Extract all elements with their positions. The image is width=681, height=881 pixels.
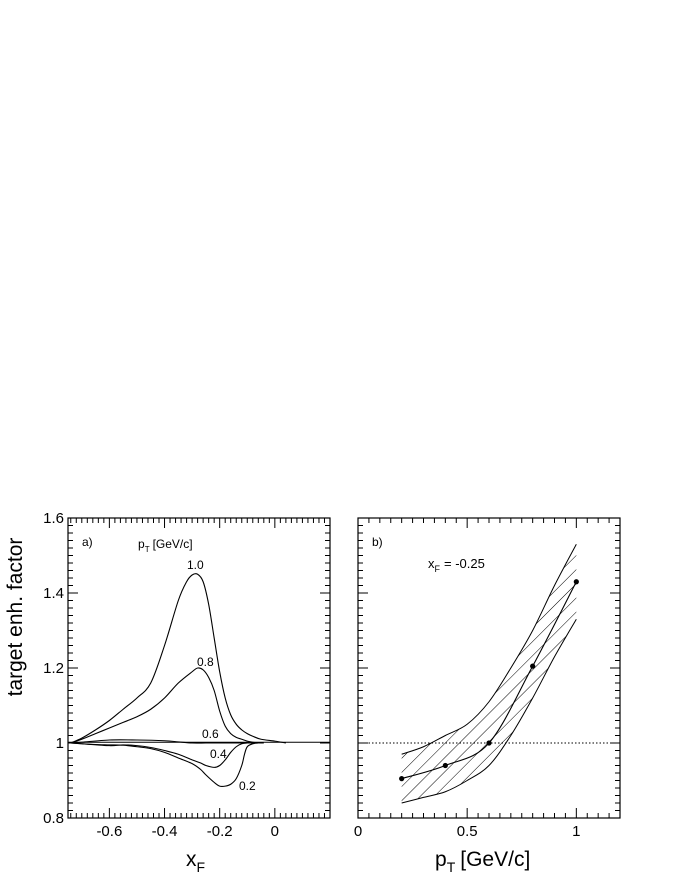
data-point — [442, 762, 448, 769]
x-tick-label-a: -0.4 — [152, 823, 178, 840]
legend-title-sub: T — [145, 545, 150, 554]
curve-label-0.6: 0.6 — [202, 727, 219, 741]
legend-title: pT [GeV/c] — [138, 537, 193, 554]
x-tick-label-a: -0.6 — [96, 823, 122, 840]
data-point — [573, 579, 579, 585]
curve-pt-0.4 — [70, 742, 259, 768]
panel-b-label: b) — [372, 535, 383, 549]
panel-b-frame — [357, 517, 621, 819]
x-axis-title-b-sub: T — [447, 859, 456, 875]
panel-a-ticks — [68, 517, 330, 819]
xf-annotation-value: = -0.25 — [444, 556, 485, 571]
panel-a-curves — [70, 573, 286, 788]
panel-a: 0.8 1 1.2 1.4 1.6 -0.6 -0.4 -0.2 0 a) pT [GeV/c]… — [43, 510, 331, 875]
band-upper-edge — [401, 544, 577, 755]
y-tick-label: 0.8 — [43, 810, 64, 827]
data-line — [401, 581, 577, 780]
x-tick-label-b: 0 — [354, 823, 362, 840]
panel-b: 0 0.5 1 b) xF = -0.25 pT [GeV/c] — [354, 517, 621, 875]
panel-b-ticks — [357, 517, 621, 819]
xf-annotation-x: x — [428, 556, 435, 571]
x-axis-title-a-main: x — [186, 848, 197, 871]
panel-a-x-tick-labels: -0.6 -0.4 -0.2 0 — [96, 823, 279, 840]
data-point — [399, 776, 405, 782]
y-tick-label: 1.4 — [43, 585, 64, 602]
curve-label-0.2: 0.2 — [239, 779, 256, 793]
legend-title-p: p — [138, 537, 145, 551]
uncertainty-band — [401, 544, 577, 803]
x-axis-title-b: pT [GeV/c] — [435, 848, 530, 875]
band-lower-edge — [401, 618, 577, 804]
xf-annotation: xF = -0.25 — [428, 556, 485, 574]
curve-label-0.8: 0.8 — [197, 655, 214, 669]
y-tick-label: 1.6 — [43, 510, 64, 527]
curve-label-1.0: 1.0 — [187, 558, 204, 572]
x-tick-label-b: 0.5 — [457, 823, 478, 840]
panel-b-plot — [358, 544, 620, 804]
y-axis-title: target enh. factor — [4, 538, 27, 697]
x-tick-label-a: -0.2 — [207, 823, 233, 840]
data-point — [486, 740, 492, 746]
x-axis-title-b-unit: [GeV/c] — [460, 848, 530, 871]
data-point — [530, 663, 536, 669]
panel-b-x-tick-labels: 0 0.5 1 — [354, 823, 581, 840]
xf-annotation-sub: F — [435, 564, 441, 574]
x-axis-title-a-sub: F — [197, 859, 206, 875]
y-tick-labels: 0.8 1 1.2 1.4 1.6 — [43, 510, 64, 827]
x-axis-title-b-main: p — [435, 848, 447, 871]
y-tick-label: 1 — [56, 735, 64, 752]
curve-label-0.4: 0.4 — [210, 747, 227, 761]
curve-pt-0.2 — [70, 742, 264, 788]
y-tick-label: 1.2 — [43, 660, 64, 677]
curve-pt-0.8 — [70, 667, 259, 744]
curve-pt-1.0 — [70, 573, 286, 744]
x-tick-label-a: 0 — [271, 823, 279, 840]
x-axis-title-a: xF — [186, 848, 205, 875]
legend-title-unit: [GeV/c] — [153, 537, 193, 551]
x-tick-label-b: 1 — [572, 823, 580, 840]
panel-a-label: a) — [82, 535, 93, 549]
